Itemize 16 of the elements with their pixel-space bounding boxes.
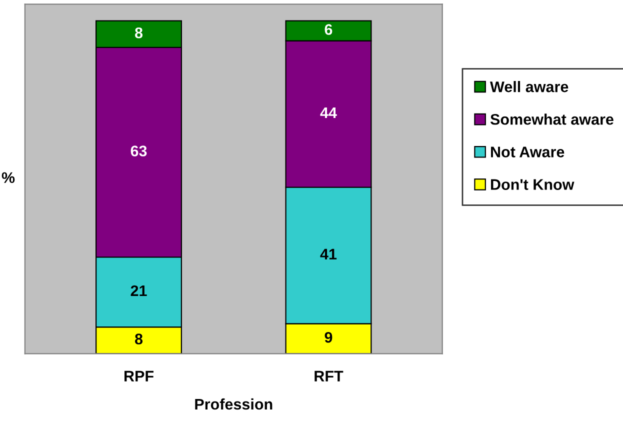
data-label: 63 [130, 146, 147, 156]
data-label: 9 [324, 332, 332, 343]
x-tick-label: RPF [124, 370, 154, 382]
y-axis-title: % [2, 172, 15, 183]
x-tick-label: RFT [314, 370, 344, 382]
data-label: 41 [320, 248, 337, 260]
data-label: 8 [134, 334, 143, 344]
data-label: 8 [134, 27, 143, 38]
data-label: 6 [324, 24, 332, 35]
legend-label: Somewhat aware [490, 114, 614, 125]
x-axis-title: Profession [195, 398, 272, 410]
legend-label: Well aware [490, 81, 568, 92]
legend-label: Don't Know [491, 179, 574, 190]
data-label: 44 [320, 107, 337, 118]
legend-label: Not Aware [491, 146, 564, 158]
data-label: 21 [130, 285, 147, 296]
